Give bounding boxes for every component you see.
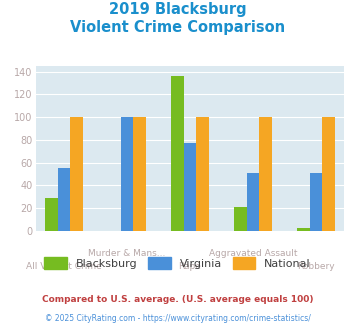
Text: All Violent Crime: All Violent Crime (26, 262, 102, 271)
Bar (310, 173, 322, 231)
Bar (45, 198, 58, 231)
Bar (259, 117, 272, 231)
Bar (234, 207, 247, 231)
Bar (171, 76, 184, 231)
Text: Violent Crime Comparison: Violent Crime Comparison (70, 20, 285, 35)
Bar (196, 117, 209, 231)
Bar (58, 168, 70, 231)
Text: 2019 Blacksburg: 2019 Blacksburg (109, 2, 246, 16)
Text: © 2025 CityRating.com - https://www.cityrating.com/crime-statistics/: © 2025 CityRating.com - https://www.city… (45, 314, 310, 323)
Bar (247, 173, 259, 231)
Bar (70, 117, 83, 231)
Text: Compared to U.S. average. (U.S. average equals 100): Compared to U.S. average. (U.S. average … (42, 295, 313, 304)
Bar (121, 117, 133, 231)
Text: Aggravated Assault: Aggravated Assault (209, 249, 297, 258)
Text: Murder & Mans...: Murder & Mans... (88, 249, 165, 258)
Text: Rape: Rape (179, 262, 201, 271)
Bar (322, 117, 335, 231)
Bar (184, 143, 196, 231)
Legend: Blacksburg, Virginia, National: Blacksburg, Virginia, National (40, 253, 315, 273)
Text: Robbery: Robbery (297, 262, 335, 271)
Bar (133, 117, 146, 231)
Bar (297, 228, 310, 231)
